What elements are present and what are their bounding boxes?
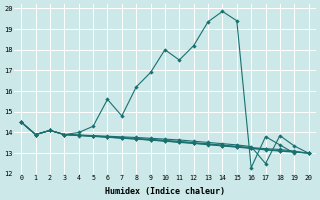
X-axis label: Humidex (Indice chaleur): Humidex (Indice chaleur) xyxy=(105,187,225,196)
